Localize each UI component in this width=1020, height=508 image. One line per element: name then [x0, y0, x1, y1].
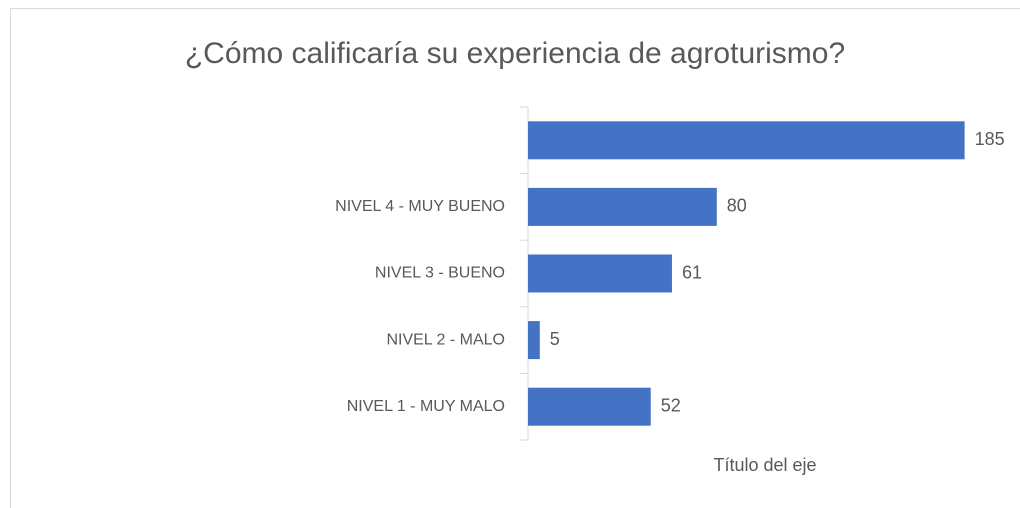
bar — [528, 121, 965, 160]
chart-title: ¿Cómo calificaría su experiencia de agro… — [185, 37, 845, 70]
bar — [528, 321, 540, 360]
bar — [528, 187, 717, 226]
data-label: 61 — [682, 262, 702, 282]
y-tick-label: NIVEL 2 - MALO — [386, 331, 505, 348]
bar — [528, 387, 651, 426]
data-label: 185 — [975, 129, 1005, 149]
y-tick-label: NIVEL 4 - MUY BUENO — [335, 198, 505, 215]
y-tick-label: NIVEL 3 - BUENO — [375, 265, 505, 282]
data-label: 52 — [661, 395, 681, 415]
bar — [528, 254, 672, 293]
chart-frame — [10, 8, 1020, 508]
data-label: 80 — [727, 196, 747, 216]
x-axis-title: Título del eje — [713, 455, 816, 475]
y-tick-label: NIVEL 1 - MUY MALO — [347, 398, 505, 415]
data-label: 5 — [550, 329, 560, 349]
